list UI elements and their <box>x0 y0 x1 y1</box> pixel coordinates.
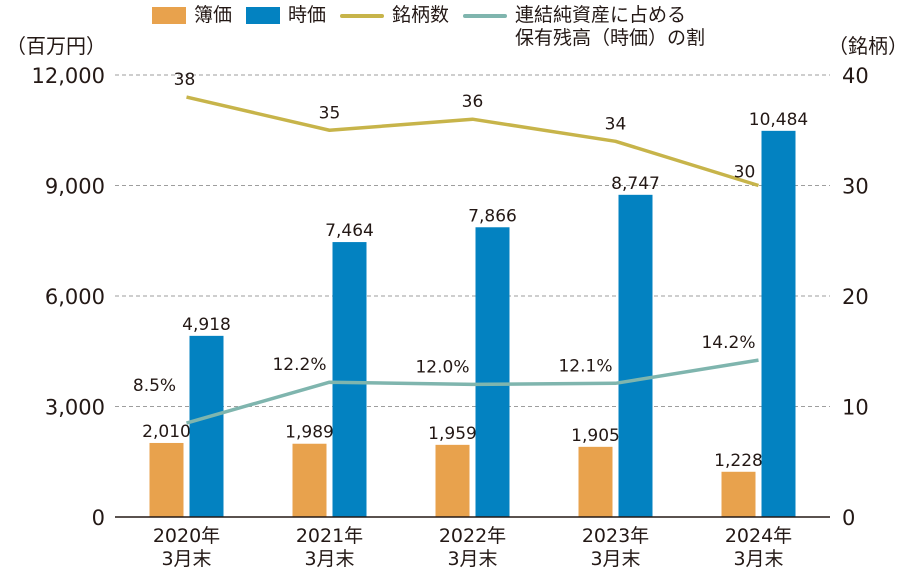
x-tick-label: 2023年 <box>582 525 649 547</box>
series-line-ratio <box>186 358 759 425</box>
legend-item: 時価 <box>246 4 326 27</box>
bar-market-value <box>761 130 796 517</box>
chart-legend: 簿価 時価 銘柄数 連結純資産に占める 保有残高（時価）の割 <box>152 4 719 50</box>
right-tick-label: 10 <box>842 396 869 420</box>
bar-value-label: 4,918 <box>182 315 231 335</box>
bar-value-label: 2,010 <box>142 422 191 442</box>
legend-label: 時価 <box>288 4 327 26</box>
num-stocks-value-label: 30 <box>734 163 756 183</box>
ratio-value-label: 12.0% <box>415 357 469 377</box>
legend-label: 銘柄数 <box>392 4 450 26</box>
bar-value-label: 7,866 <box>468 206 517 226</box>
bar-market-value <box>189 335 224 517</box>
bar-value-label: 1,989 <box>285 423 334 443</box>
bar-book-value <box>292 443 327 517</box>
left-tick-label: 0 <box>92 506 105 530</box>
x-tick-label: 2022年 <box>439 525 506 547</box>
ratio-value-label: 8.5% <box>133 376 176 396</box>
series-line-num-stocks <box>186 95 760 188</box>
legend-item: 簿価 <box>152 4 232 27</box>
x-tick-label: 2020年 <box>153 525 220 547</box>
legend-item: 銘柄数 <box>340 4 449 27</box>
num-stocks-value-label: 36 <box>462 92 484 112</box>
legend-swatch <box>463 14 508 18</box>
legend-item: 連結純資産に占める 保有残高（時価）の割 <box>463 4 705 50</box>
x-tick-label: 3月末 <box>304 548 354 570</box>
bar-book-value <box>149 442 184 517</box>
legend-swatch <box>340 14 385 18</box>
x-tick-label: 2021年 <box>296 525 363 547</box>
right-tick-label: 40 <box>842 64 869 88</box>
x-tick-label: 3月末 <box>447 548 497 570</box>
right-tick-label: 0 <box>842 506 855 530</box>
ratio-value-label: 12.2% <box>272 355 326 375</box>
legend-label: 簿価 <box>194 4 233 26</box>
num-stocks-value-label: 35 <box>319 103 341 123</box>
left-tick-label: 3,000 <box>45 396 105 420</box>
bar-market-value <box>618 194 653 517</box>
bar-book-value <box>435 444 470 517</box>
left-tick-label: 6,000 <box>45 285 105 309</box>
x-tick-label: 3月末 <box>161 548 211 570</box>
x-tick-label: 3月末 <box>733 548 783 570</box>
left-tick-label: 12,000 <box>32 64 105 88</box>
right-tick-label: 30 <box>842 175 869 199</box>
num-stocks-value-label: 38 <box>174 70 196 90</box>
left-axis-unit-label: （百万円） <box>6 34 106 58</box>
ratio-value-label: 14.2% <box>701 333 755 353</box>
bar-value-label: 10,484 <box>749 110 808 130</box>
x-tick-label: 2024年 <box>725 525 792 547</box>
bar-book-value <box>721 471 756 517</box>
legend-swatch <box>152 7 186 24</box>
legend-swatch <box>246 7 281 24</box>
left-tick-label: 9,000 <box>45 175 105 199</box>
num-stocks-value-label: 34 <box>605 114 627 134</box>
bar-value-label: 8,747 <box>611 174 660 194</box>
bar-value-label: 1,905 <box>571 426 620 446</box>
bar-book-value <box>578 446 613 517</box>
bar-value-label: 7,464 <box>325 221 374 241</box>
legend-label: 連結純資産に占める 保有残高（時価）の割 <box>515 4 706 49</box>
right-axis-unit-label: （銘柄） <box>828 34 908 58</box>
ratio-value-label: 12.1% <box>558 356 612 376</box>
x-tick-label: 3月末 <box>590 548 640 570</box>
bar-value-label: 1,959 <box>428 424 477 444</box>
bar-market-value <box>475 227 510 518</box>
bar-market-value <box>332 242 367 518</box>
right-tick-label: 20 <box>842 285 869 309</box>
bar-value-label: 1,228 <box>714 451 763 471</box>
